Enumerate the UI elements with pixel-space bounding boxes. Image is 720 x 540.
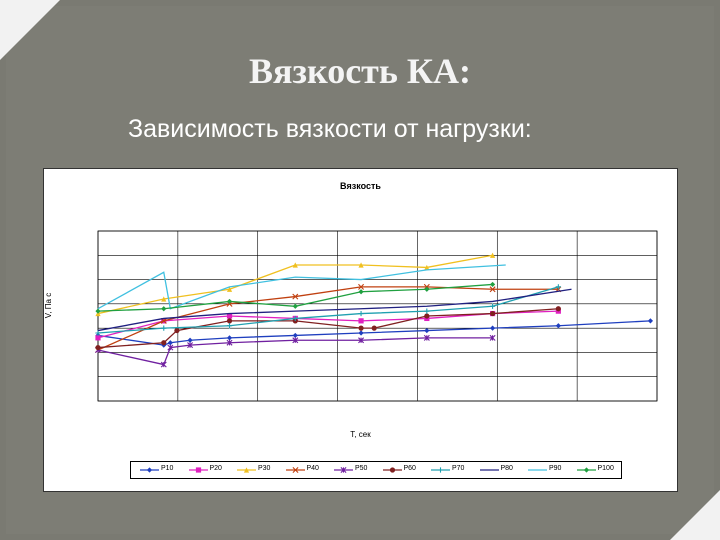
data-point — [358, 283, 365, 290]
legend-swatch — [528, 469, 547, 471]
series-line-p70 — [97, 286, 559, 334]
legend-swatch — [382, 467, 402, 473]
data-point — [292, 303, 298, 309]
legend-swatch — [188, 467, 208, 473]
corner-decoration-bottom-right — [670, 490, 720, 540]
data-point — [358, 318, 364, 324]
data-point — [95, 335, 101, 341]
data-point — [358, 325, 364, 331]
data-point — [292, 262, 298, 268]
chart-legend: P10 P20 P30 P40 P50 P60 P70 P80 P90 P100 — [130, 461, 622, 479]
data-point — [358, 310, 364, 317]
data-point — [226, 313, 233, 319]
data-point — [647, 318, 654, 324]
slide-title: Вязкость КА: — [248, 51, 471, 91]
legend-label: P80 — [500, 465, 513, 472]
corner-decoration-top-left — [0, 0, 60, 60]
x-axis-label: T, сек — [350, 430, 371, 439]
data-point — [95, 344, 101, 351]
data-point — [489, 303, 496, 309]
data-point — [424, 327, 430, 334]
data-point — [555, 306, 561, 312]
data-point — [423, 334, 430, 341]
data-point — [167, 340, 173, 346]
data-point — [187, 342, 194, 349]
series-p60 — [95, 306, 561, 351]
legend-swatch-marker — [195, 467, 201, 473]
legend-label: P100 — [597, 465, 614, 472]
legend-swatch-marker — [389, 467, 395, 473]
chart-plot — [95, 230, 658, 402]
data-point — [292, 332, 298, 339]
legend-label: P90 — [549, 465, 562, 472]
data-point — [358, 337, 365, 344]
legend-label: P70 — [452, 465, 465, 472]
data-point — [226, 339, 233, 346]
data-point — [161, 296, 167, 302]
series-line-p90 — [97, 264, 506, 310]
chart-container: Вязкость V, Па с T, сек P10 P20 P30 P40 P50 P… — [43, 168, 678, 492]
series-p90 — [97, 264, 506, 310]
legend-swatch — [285, 467, 305, 473]
legend-label: P20 — [209, 465, 222, 472]
legend-swatch-marker — [292, 467, 298, 473]
series-line-p80 — [97, 288, 572, 332]
legend-label: P10 — [161, 465, 174, 472]
legend-label: P30 — [258, 465, 271, 472]
legend-label: P40 — [306, 465, 319, 472]
data-point — [292, 293, 299, 300]
data-point — [489, 310, 496, 317]
data-point — [292, 337, 299, 344]
data-point — [555, 323, 561, 329]
data-point — [161, 340, 167, 346]
data-point — [161, 306, 167, 312]
data-point — [424, 264, 430, 271]
legend-label: P50 — [355, 465, 368, 472]
data-point — [489, 334, 496, 341]
data-point — [161, 325, 167, 331]
data-point — [358, 330, 364, 336]
data-point — [226, 318, 233, 324]
data-point — [226, 335, 233, 341]
legend-swatch-marker — [146, 467, 153, 473]
data-point — [95, 330, 101, 336]
legend-swatch — [576, 467, 596, 473]
series-p70 — [95, 284, 561, 336]
legend-swatch — [479, 469, 499, 471]
data-point — [424, 308, 430, 314]
data-point — [489, 286, 496, 293]
data-point — [424, 286, 430, 292]
data-point — [489, 325, 496, 331]
data-point — [187, 337, 193, 343]
legend-swatch-marker — [437, 467, 444, 473]
legend-swatch — [431, 467, 450, 473]
slide-subtitle: Зависимость вязкости от нагрузки: — [128, 115, 532, 143]
series-p80 — [97, 288, 572, 332]
data-point — [555, 284, 561, 290]
chart-title: Вязкость — [340, 181, 381, 191]
data-point — [226, 286, 233, 292]
legend-swatch-marker — [583, 467, 589, 473]
legend-swatch-marker — [340, 467, 347, 473]
data-point — [489, 281, 496, 288]
data-point — [424, 313, 430, 319]
legend-swatch — [334, 467, 353, 473]
data-point — [358, 289, 364, 295]
series-line-p10 — [97, 320, 651, 346]
data-point — [292, 315, 298, 322]
legend-swatch — [237, 467, 256, 473]
data-point — [371, 325, 377, 331]
series-p50 — [95, 334, 496, 368]
legend-label: P60 — [403, 465, 416, 472]
data-point — [160, 361, 167, 368]
data-point — [226, 323, 233, 329]
legend-swatch — [140, 467, 159, 473]
data-point — [489, 252, 496, 258]
series-line-p60 — [97, 308, 559, 349]
data-point — [358, 262, 364, 268]
data-point — [174, 327, 180, 334]
legend-swatch-marker — [243, 467, 250, 473]
data-point — [167, 344, 174, 351]
series-p10 — [95, 318, 654, 348]
